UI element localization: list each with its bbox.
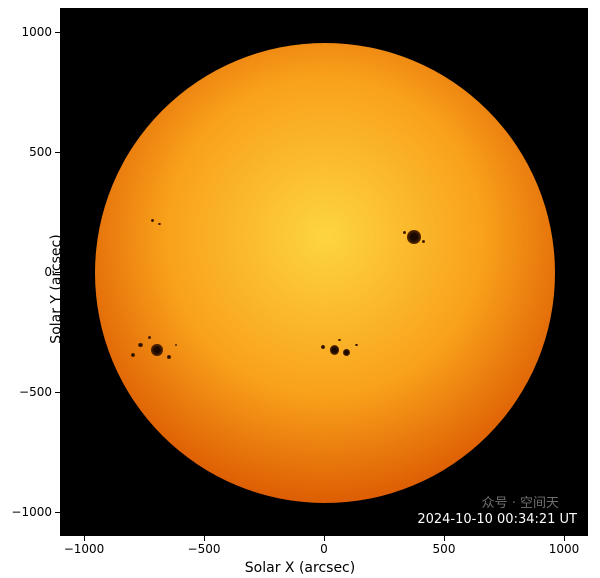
sunspot <box>151 219 154 222</box>
sun-disk <box>95 43 556 504</box>
sunspot <box>403 231 406 234</box>
y-tick-label: 1000 <box>21 25 52 39</box>
sunspot <box>167 355 170 358</box>
y-tick-mark <box>55 152 60 153</box>
sunspot <box>321 345 325 349</box>
x-tick-mark <box>84 536 85 541</box>
x-tick-label: 1000 <box>549 542 580 556</box>
sunspot <box>330 345 340 355</box>
x-tick-label: −500 <box>188 542 221 556</box>
y-tick-label: 0 <box>44 265 52 279</box>
x-tick-mark <box>204 536 205 541</box>
y-tick-mark <box>55 392 60 393</box>
plot-area: 2024-10-10 00:34:21 UT 众号 · 空间天 <box>60 8 588 536</box>
sunspot <box>151 344 163 356</box>
y-tick-mark <box>55 32 60 33</box>
sunspot <box>138 343 143 348</box>
y-tick-label: −1000 <box>11 505 52 519</box>
timestamp-label: 2024-10-10 00:34:21 UT <box>417 512 577 527</box>
sunspot <box>343 349 350 356</box>
y-tick-label: 500 <box>29 145 52 159</box>
y-tick-mark <box>55 512 60 513</box>
sunspot <box>407 230 420 243</box>
x-tick-label: 500 <box>433 542 456 556</box>
x-tick-mark <box>564 536 565 541</box>
sunspot <box>131 353 135 357</box>
y-tick-mark <box>55 272 60 273</box>
x-tick-mark <box>324 536 325 541</box>
sunspot <box>158 223 160 225</box>
watermark-label: 众号 · 空间天 <box>482 492 559 511</box>
solar-figure: Solar Y (arcsec) Solar X (arcsec) 2024-1… <box>0 0 600 578</box>
x-axis-label: Solar X (arcsec) <box>245 560 355 576</box>
x-tick-label: 0 <box>320 542 328 556</box>
x-tick-mark <box>444 536 445 541</box>
y-tick-label: −500 <box>19 385 52 399</box>
x-tick-label: −1000 <box>64 542 105 556</box>
